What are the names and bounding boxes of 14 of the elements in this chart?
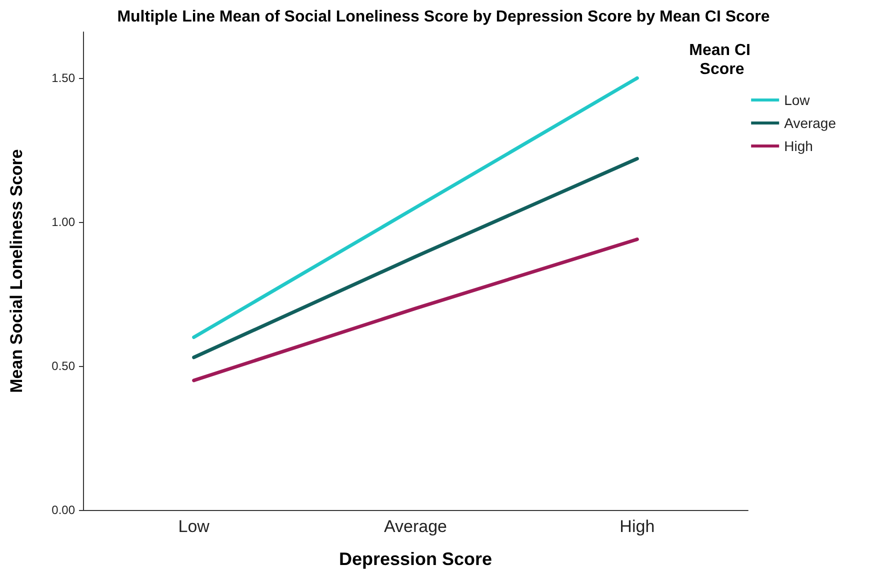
y-axis-title: Mean Social Loneliness Score [7,149,26,393]
legend-label: High [784,138,813,154]
legend-label: Average [784,115,836,131]
legend-label: Low [784,92,811,108]
chart-title: Multiple Line Mean of Social Loneliness Score by Depression Score by Mean CI Score [117,8,770,26]
x-axis-title: Depression Score [338,549,492,569]
legend-title: Mean CI Score [689,42,755,78]
y-tick-label: 1.00 [52,215,76,230]
y-tick-label: 0.50 [52,359,76,374]
x-tick-label: High [620,517,655,536]
y-tick-label: 1.50 [52,71,76,86]
y-tick-label: 0.00 [52,503,76,517]
x-tick-label: Average [384,517,448,536]
x-tick-label: Low [178,517,210,536]
